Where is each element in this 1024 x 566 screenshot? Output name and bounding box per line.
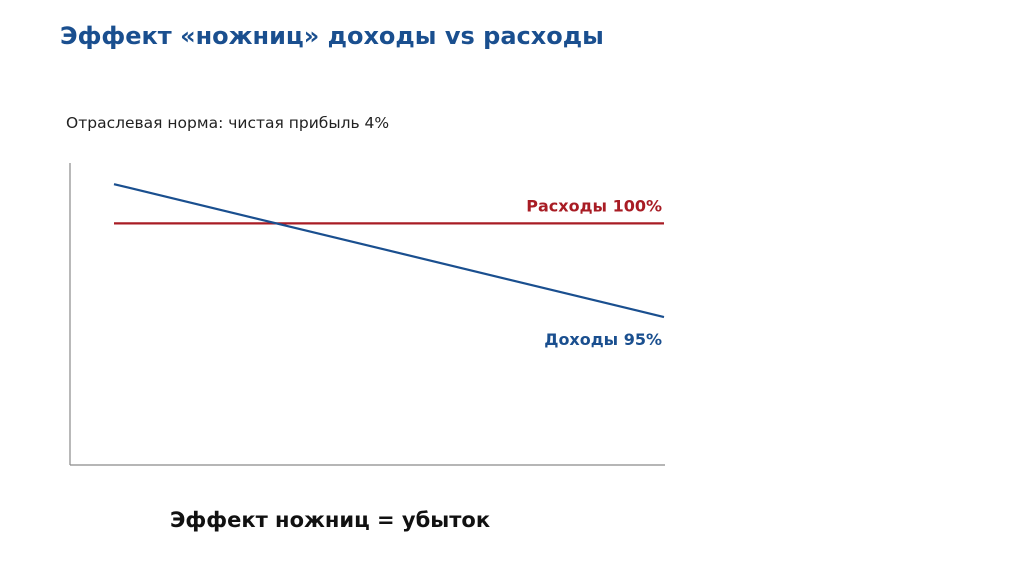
slide-title: Эффект «ножниц» доходы vs расходы bbox=[60, 22, 604, 50]
conclusion-text: Эффект ножниц = убыток bbox=[170, 508, 491, 532]
industry-norm-subtitle: Отраслевая норма: чистая прибыль 4% bbox=[66, 114, 390, 132]
series-label-0: Расходы 100% bbox=[526, 196, 662, 215]
series-label-1: Доходы 95% bbox=[544, 330, 662, 349]
series-layer: Расходы 100% Доходы 95% bbox=[113, 183, 665, 349]
series-line-1 bbox=[113, 183, 665, 319]
